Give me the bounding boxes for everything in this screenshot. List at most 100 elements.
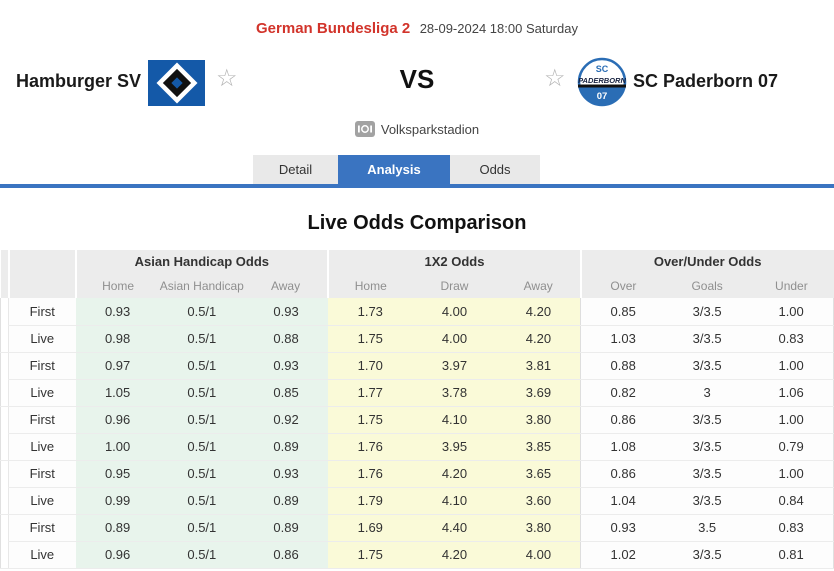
odds-row-4: Live 1.05 0.5/1 0.85 1.77 3.78 3.69 0.82 3 1.06 bbox=[1, 379, 834, 407]
odds-cell-x12-1: 4.10 bbox=[412, 487, 497, 515]
odds-cell-x12-0: 1.77 bbox=[328, 379, 413, 407]
odds-cell-x12-2: 4.20 bbox=[496, 298, 581, 326]
odds-table-header: Asian Handicap Odds 1X2 Odds Over/Under … bbox=[0, 250, 834, 298]
odds-cell-x12-1: 4.00 bbox=[412, 298, 497, 326]
league-link[interactable]: German Bundesliga 2 bbox=[256, 20, 411, 37]
row-type-label: First bbox=[8, 460, 76, 488]
odds-cell-ou-2: 1.00 bbox=[749, 406, 834, 434]
tab-underline-bar bbox=[0, 184, 834, 188]
favorite-away-star-icon[interactable]: ☆ bbox=[544, 65, 566, 92]
odds-cell-ah-2: 0.85 bbox=[243, 379, 329, 407]
vs-label: VS bbox=[399, 64, 435, 94]
odds-cell-ah-2: 0.93 bbox=[243, 298, 329, 326]
odds-cell-ah-2: 0.86 bbox=[243, 541, 329, 569]
odds-cell-ou-2: 1.06 bbox=[749, 379, 834, 407]
odds-row-9: First 0.89 0.5/1 0.89 1.69 4.40 3.80 0.93 3.5 0.8… bbox=[0, 514, 834, 569]
odds-cell-x12-2: 3.60 bbox=[496, 487, 581, 515]
odds-cell-ou-0: 0.85 bbox=[580, 298, 666, 326]
section-title: Live Odds Comparison bbox=[307, 212, 527, 234]
venue-name: Volksparkstadion bbox=[380, 121, 480, 137]
odds-row-2: Live 0.98 0.5/1 0.88 1.75 4.00 4.20 1.03 3/3.5 0.… bbox=[1, 325, 834, 353]
odds-cell-ou-0: 0.86 bbox=[580, 406, 666, 434]
row-type-label: Live bbox=[8, 325, 76, 353]
teams-row: Hamburger SV ☆ VS ☆ SC PADERBORN 07 SC P… bbox=[0, 56, 834, 110]
tab-analysis[interactable]: Analysis bbox=[338, 155, 450, 184]
col-header-ah-handicap: Asian Handicap bbox=[159, 273, 244, 298]
row-type-label: Live bbox=[8, 487, 76, 515]
svg-text:SC: SC bbox=[596, 64, 609, 74]
live-odds-table: Asian Handicap Odds 1X2 Odds Over/Under … bbox=[0, 250, 834, 569]
odds-cell-ou-0: 1.08 bbox=[580, 433, 666, 461]
odds-cell-x12-1: 4.00 bbox=[412, 325, 497, 353]
odds-cell-x12-0: 1.76 bbox=[328, 460, 413, 488]
odds-row-5: First 0.96 0.5/1 0.92 1.75 4.10 3.80 0.86 3/3.5 1… bbox=[0, 406, 834, 461]
odds-cell-x12-1: 4.10 bbox=[412, 406, 497, 434]
tab-detail[interactable]: Detail bbox=[253, 155, 338, 184]
group-header-over-under: Over/Under Odds bbox=[580, 250, 834, 273]
odds-cell-x12-2: 3.65 bbox=[496, 460, 581, 488]
odds-cell-x12-1: 4.20 bbox=[412, 460, 497, 488]
odds-cell-ah-1: 0.5/1 bbox=[159, 433, 244, 461]
svg-text:PADERBORN: PADERBORN bbox=[578, 76, 626, 85]
odds-cell-x12-2: 3.80 bbox=[496, 514, 581, 542]
tab-odds[interactable]: Odds bbox=[450, 155, 540, 184]
odds-cell-ah-1: 0.5/1 bbox=[159, 406, 244, 434]
odds-cell-ou-1: 3/3.5 bbox=[665, 460, 750, 488]
odds-cell-ou-2: 0.84 bbox=[749, 487, 834, 515]
odds-cell-ah-0: 0.99 bbox=[75, 487, 160, 515]
row-type-label: First bbox=[8, 406, 76, 434]
favorite-home-star-icon[interactable]: ☆ bbox=[216, 65, 238, 92]
odds-cell-ah-1: 0.5/1 bbox=[159, 514, 244, 542]
odds-cell-x12-0: 1.75 bbox=[328, 541, 413, 569]
odds-cell-x12-0: 1.79 bbox=[328, 487, 413, 515]
group-header-1x2: 1X2 Odds bbox=[328, 250, 582, 273]
corner-spacer bbox=[0, 250, 10, 298]
odds-cell-ah-2: 0.89 bbox=[243, 514, 329, 542]
stadium-icon bbox=[354, 121, 375, 137]
odds-cell-ou-2: 1.00 bbox=[749, 460, 834, 488]
odds-cell-x12-1: 4.20 bbox=[412, 541, 497, 569]
odds-cell-x12-2: 3.80 bbox=[496, 406, 581, 434]
odds-cell-ou-1: 3 bbox=[665, 379, 750, 407]
odds-row-3: First 0.97 0.5/1 0.93 1.70 3.97 3.81 0.88 3/3.5 1… bbox=[0, 352, 834, 407]
hamburger-sv-crest-icon bbox=[148, 60, 205, 106]
col-header-1x2-draw: Draw bbox=[412, 273, 497, 298]
odds-cell-ou-1: 3/3.5 bbox=[665, 487, 750, 515]
odds-cell-ou-0: 1.03 bbox=[580, 325, 666, 353]
odds-cell-ah-0: 1.05 bbox=[75, 379, 160, 407]
odds-cell-x12-0: 1.76 bbox=[328, 433, 413, 461]
col-header-ah-home: Home bbox=[75, 273, 160, 298]
odds-cell-ah-0: 0.98 bbox=[75, 325, 160, 353]
odds-table-body: First 0.93 0.5/1 0.93 1.73 4.00 4.20 0.85 3/3.5 1… bbox=[0, 298, 834, 569]
match-datetime: 28-09-2024 18:00 Saturday bbox=[419, 21, 578, 36]
odds-row-1: First 0.93 0.5/1 0.93 1.73 4.00 4.20 0.85 3/3.5 1… bbox=[0, 298, 834, 353]
odds-cell-x12-0: 1.70 bbox=[328, 352, 413, 380]
row-group-spacer bbox=[0, 460, 9, 515]
odds-cell-ah-2: 0.93 bbox=[243, 352, 329, 380]
row-type-label: First bbox=[8, 298, 76, 326]
odds-cell-ah-1: 0.5/1 bbox=[159, 298, 244, 326]
col-header-1x2-away: Away bbox=[496, 273, 582, 298]
odds-cell-ou-1: 3/3.5 bbox=[665, 352, 750, 380]
away-team-name[interactable]: SC Paderborn 07 bbox=[633, 71, 779, 91]
col-header-ou-under: Under bbox=[749, 273, 834, 298]
odds-cell-ah-1: 0.5/1 bbox=[159, 352, 244, 380]
odds-cell-ah-0: 0.97 bbox=[75, 352, 160, 380]
odds-cell-x12-0: 1.73 bbox=[328, 298, 413, 326]
home-team-name[interactable]: Hamburger SV bbox=[16, 71, 142, 91]
odds-cell-x12-2: 3.81 bbox=[496, 352, 581, 380]
odds-cell-x12-2: 3.85 bbox=[496, 433, 581, 461]
col-header-ou-over: Over bbox=[580, 273, 666, 298]
odds-cell-ah-0: 0.93 bbox=[75, 298, 160, 326]
row-type-label: First bbox=[8, 514, 76, 542]
odds-cell-ah-1: 0.5/1 bbox=[159, 541, 244, 569]
col-header-ou-goals: Goals bbox=[665, 273, 750, 298]
row-type-label: Live bbox=[8, 379, 76, 407]
odds-cell-x12-1: 3.78 bbox=[412, 379, 497, 407]
odds-row-8: Live 0.99 0.5/1 0.89 1.79 4.10 3.60 1.04 3/3.5 0.… bbox=[1, 487, 834, 515]
odds-cell-ah-1: 0.5/1 bbox=[159, 460, 244, 488]
odds-cell-ou-2: 0.83 bbox=[749, 514, 834, 542]
odds-row-6: Live 1.00 0.5/1 0.89 1.76 3.95 3.85 1.08 3/3.5 0.… bbox=[1, 433, 834, 461]
group-header-asian-handicap: Asian Handicap Odds bbox=[75, 250, 330, 273]
